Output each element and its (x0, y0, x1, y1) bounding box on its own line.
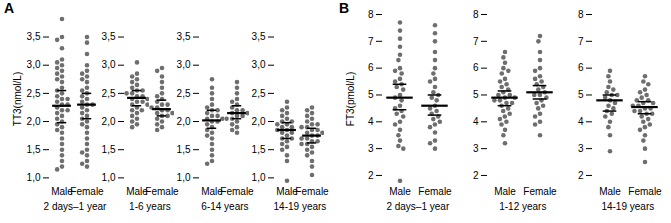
svg-text:Male: Male (599, 186, 621, 197)
svg-text:2,5: 2,5 (27, 88, 41, 99)
svg-text:2 days–1 year: 2 days–1 year (44, 201, 107, 212)
svg-text:2: 2 (473, 170, 479, 181)
svg-text:3: 3 (578, 143, 584, 154)
svg-text:4: 4 (578, 116, 584, 127)
svg-text:3,0: 3,0 (252, 59, 266, 70)
svg-text:2: 2 (368, 170, 374, 181)
svg-text:1,0: 1,0 (177, 172, 191, 183)
svg-text:Male: Male (51, 185, 73, 197)
svg-text:3,0: 3,0 (102, 59, 116, 70)
svg-text:1,0: 1,0 (252, 172, 266, 183)
svg-text:4: 4 (368, 116, 374, 127)
svg-text:2,0: 2,0 (252, 116, 266, 127)
svg-text:1,5: 1,5 (177, 144, 191, 155)
svg-text:8: 8 (578, 9, 584, 20)
svg-text:3: 3 (473, 143, 479, 154)
svg-text:Female: Female (418, 186, 452, 197)
svg-text:14-19 years: 14-19 years (601, 201, 654, 212)
svg-text:1,0: 1,0 (102, 172, 116, 183)
svg-text:Female: Female (295, 186, 329, 197)
svg-text:2,0: 2,0 (177, 116, 191, 127)
svg-text:3,5: 3,5 (252, 31, 266, 42)
svg-text:2,5: 2,5 (252, 88, 266, 99)
svg-text:Male: Male (494, 186, 516, 197)
svg-text:FT3(pmol/L): FT3(pmol/L) (345, 72, 356, 126)
svg-text:1,5: 1,5 (102, 144, 116, 155)
svg-text:7: 7 (368, 36, 374, 47)
svg-text:5: 5 (473, 89, 479, 100)
svg-text:7: 7 (578, 36, 584, 47)
svg-text:3,0: 3,0 (27, 59, 41, 70)
svg-text:2,5: 2,5 (177, 88, 191, 99)
svg-text:8: 8 (368, 9, 374, 20)
html-text:B: B (339, 0, 350, 16)
svg-text:6-14 years: 6-14 years (201, 201, 248, 212)
svg-text:3,5: 3,5 (177, 31, 191, 42)
svg-text:Female: Female (523, 186, 557, 197)
svg-text:3,0: 3,0 (177, 59, 191, 70)
svg-text:1,5: 1,5 (27, 144, 41, 155)
svg-text:2,5: 2,5 (102, 88, 116, 99)
svg-text:TT3(nmol/L): TT3(nmol/L) (12, 72, 23, 126)
svg-text:5: 5 (368, 89, 374, 100)
svg-text:2 days–1 year: 2 days–1 year (386, 201, 449, 212)
svg-text:3: 3 (368, 143, 374, 154)
svg-text:6: 6 (578, 62, 584, 73)
svg-text:Male: Male (126, 185, 148, 197)
svg-text:6: 6 (473, 62, 479, 73)
svg-text:5: 5 (578, 89, 584, 100)
svg-text:1,5: 1,5 (252, 144, 266, 155)
svg-text:Male: Male (276, 185, 298, 197)
svg-text:Male: Male (201, 185, 223, 197)
svg-text:3,5: 3,5 (102, 31, 116, 42)
svg-text:Male: Male (389, 186, 411, 197)
svg-text:1-12 years: 1-12 years (499, 201, 546, 212)
svg-text:3,5: 3,5 (27, 31, 41, 42)
svg-text:4: 4 (473, 116, 479, 127)
svg-text:2,0: 2,0 (102, 116, 116, 127)
svg-text:1-6 years: 1-6 years (129, 201, 171, 212)
svg-text:Female: Female (220, 186, 254, 197)
svg-text:6: 6 (368, 62, 374, 73)
svg-text:7: 7 (473, 36, 479, 47)
svg-text:14-19 years: 14-19 years (274, 201, 327, 212)
html-text:A: A (4, 0, 15, 16)
svg-text:8: 8 (473, 9, 479, 20)
svg-text:Female: Female (628, 186, 662, 197)
svg-text:2: 2 (578, 170, 584, 181)
svg-text:1,0: 1,0 (27, 172, 41, 183)
svg-text:Female: Female (70, 186, 104, 197)
svg-text:2,0: 2,0 (27, 116, 41, 127)
svg-text:Female: Female (145, 186, 179, 197)
